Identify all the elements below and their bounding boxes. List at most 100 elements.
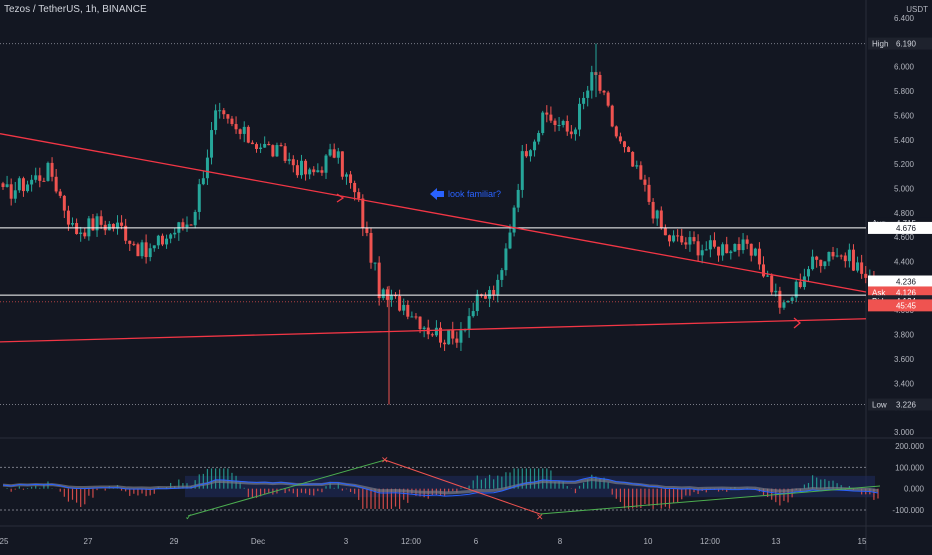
candle: [721, 244, 725, 256]
candle: [148, 248, 152, 258]
time-tick-label: 29: [170, 537, 179, 546]
candle: [214, 110, 218, 131]
candle: [827, 251, 831, 262]
candle: [590, 72, 594, 91]
candle: [99, 216, 103, 225]
candle: [46, 162, 50, 181]
candle: [488, 289, 492, 299]
candle: [365, 227, 369, 233]
candle: [42, 180, 46, 182]
time-tick-label: 15: [858, 537, 867, 546]
candle: [549, 114, 553, 121]
candle: [144, 242, 148, 258]
candle: [847, 249, 851, 262]
ascending-trendline: [0, 318, 867, 343]
candle: [120, 222, 124, 226]
candle: [729, 251, 733, 254]
low-price-label: Low: [872, 400, 887, 409]
time-tick-label: 25: [0, 537, 9, 546]
candle: [250, 142, 254, 145]
candle: [843, 255, 847, 262]
candle: [271, 145, 275, 157]
candle: [627, 147, 631, 152]
candle: [851, 249, 855, 271]
candle: [287, 159, 291, 161]
candle: [692, 237, 696, 242]
candle: [140, 242, 144, 257]
candle: [30, 179, 34, 185]
candle: [643, 179, 647, 185]
candle: [467, 316, 471, 330]
candle: [201, 178, 205, 185]
high-price-label: High: [872, 40, 888, 49]
candles-group: [1, 65, 880, 351]
candle: [794, 281, 798, 298]
candle: [819, 259, 823, 267]
candle: [13, 190, 17, 199]
price-tick-label: 5.000: [894, 184, 915, 193]
candle: [864, 273, 868, 278]
low-price-box: [868, 398, 932, 411]
candle: [443, 342, 447, 345]
candle: [663, 228, 667, 236]
candle: [410, 316, 414, 318]
arrow-left-icon: [430, 188, 444, 200]
candle: [766, 275, 770, 277]
candle: [230, 118, 234, 125]
candle: [774, 290, 778, 293]
candle: [635, 165, 639, 167]
candle: [508, 232, 512, 249]
candle: [528, 150, 532, 157]
time-tick-label: Dec: [251, 537, 265, 546]
time-tick-label: 10: [644, 537, 653, 546]
candle: [279, 145, 283, 147]
candle: [725, 244, 729, 254]
candle: [545, 112, 549, 115]
candle: [193, 211, 197, 226]
candle: [54, 176, 58, 192]
candle: [749, 243, 753, 256]
signal-line: [2, 477, 879, 495]
candle: [71, 223, 75, 225]
candle: [259, 147, 263, 149]
check-marker: ✓: [185, 512, 193, 522]
upper-line-price-box: [868, 221, 932, 234]
candle: [267, 144, 271, 146]
candle: [618, 136, 622, 142]
candle: [62, 195, 66, 211]
candle: [439, 327, 442, 343]
candle: [353, 182, 357, 193]
candle: [320, 170, 324, 173]
candle: [606, 92, 610, 106]
time-tick-label: 3: [344, 537, 349, 546]
candle: [66, 210, 70, 225]
candle: [839, 255, 843, 257]
candle: [483, 295, 487, 299]
indicator-tick-label: 200.000: [895, 442, 924, 451]
candle: [520, 151, 524, 190]
candle: [512, 207, 516, 233]
indicator-trendline: [384, 459, 541, 515]
indicator-trendline: [539, 485, 881, 515]
candle: [299, 160, 303, 176]
candle: [704, 249, 708, 251]
candle: [414, 316, 418, 318]
price-tick-label: 3.000: [894, 428, 915, 437]
price-tick-label: 3.800: [894, 331, 915, 340]
candle: [156, 235, 160, 246]
candle: [569, 131, 573, 135]
price-tick-label: 5.400: [894, 136, 915, 145]
candle: [263, 144, 267, 148]
time-tick-label: 8: [558, 537, 563, 546]
candle: [786, 300, 790, 303]
indicator-trendline: [187, 459, 386, 517]
candle: [111, 223, 115, 229]
candle: [255, 144, 259, 149]
candle: [647, 184, 651, 202]
candle: [295, 165, 299, 176]
candle: [557, 124, 561, 126]
candle: [573, 129, 577, 135]
candle: [75, 223, 79, 234]
